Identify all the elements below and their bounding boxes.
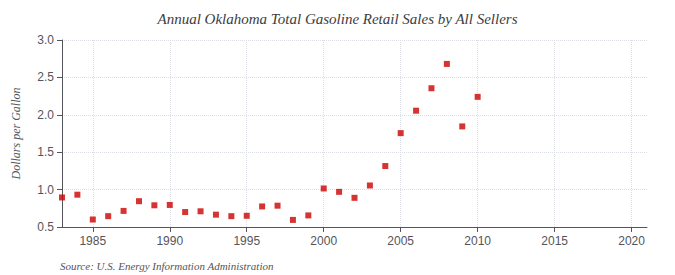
- svg-text:0.5: 0.5: [37, 220, 54, 234]
- svg-text:1.5: 1.5: [37, 145, 54, 159]
- svg-text:1985: 1985: [79, 234, 106, 248]
- svg-text:2000: 2000: [310, 234, 337, 248]
- svg-text:Dollars per Gallon: Dollars per Gallon: [9, 87, 23, 180]
- svg-text:2.5: 2.5: [37, 70, 54, 84]
- svg-text:1995: 1995: [233, 234, 260, 248]
- svg-text:2005: 2005: [387, 234, 414, 248]
- svg-text:2.0: 2.0: [37, 108, 54, 122]
- svg-text:2010: 2010: [464, 234, 491, 248]
- svg-text:Source: U.S. Energy Informatio: Source: U.S. Energy Information Administ…: [60, 260, 274, 272]
- svg-text:2015: 2015: [541, 234, 568, 248]
- svg-text:Annual Oklahoma Total Gasoline: Annual Oklahoma Total Gasoline Retail Sa…: [157, 11, 518, 27]
- svg-text:3.0: 3.0: [37, 33, 54, 47]
- svg-text:1.0: 1.0: [37, 183, 54, 197]
- svg-text:2020: 2020: [618, 234, 645, 248]
- svg-text:1990: 1990: [156, 234, 183, 248]
